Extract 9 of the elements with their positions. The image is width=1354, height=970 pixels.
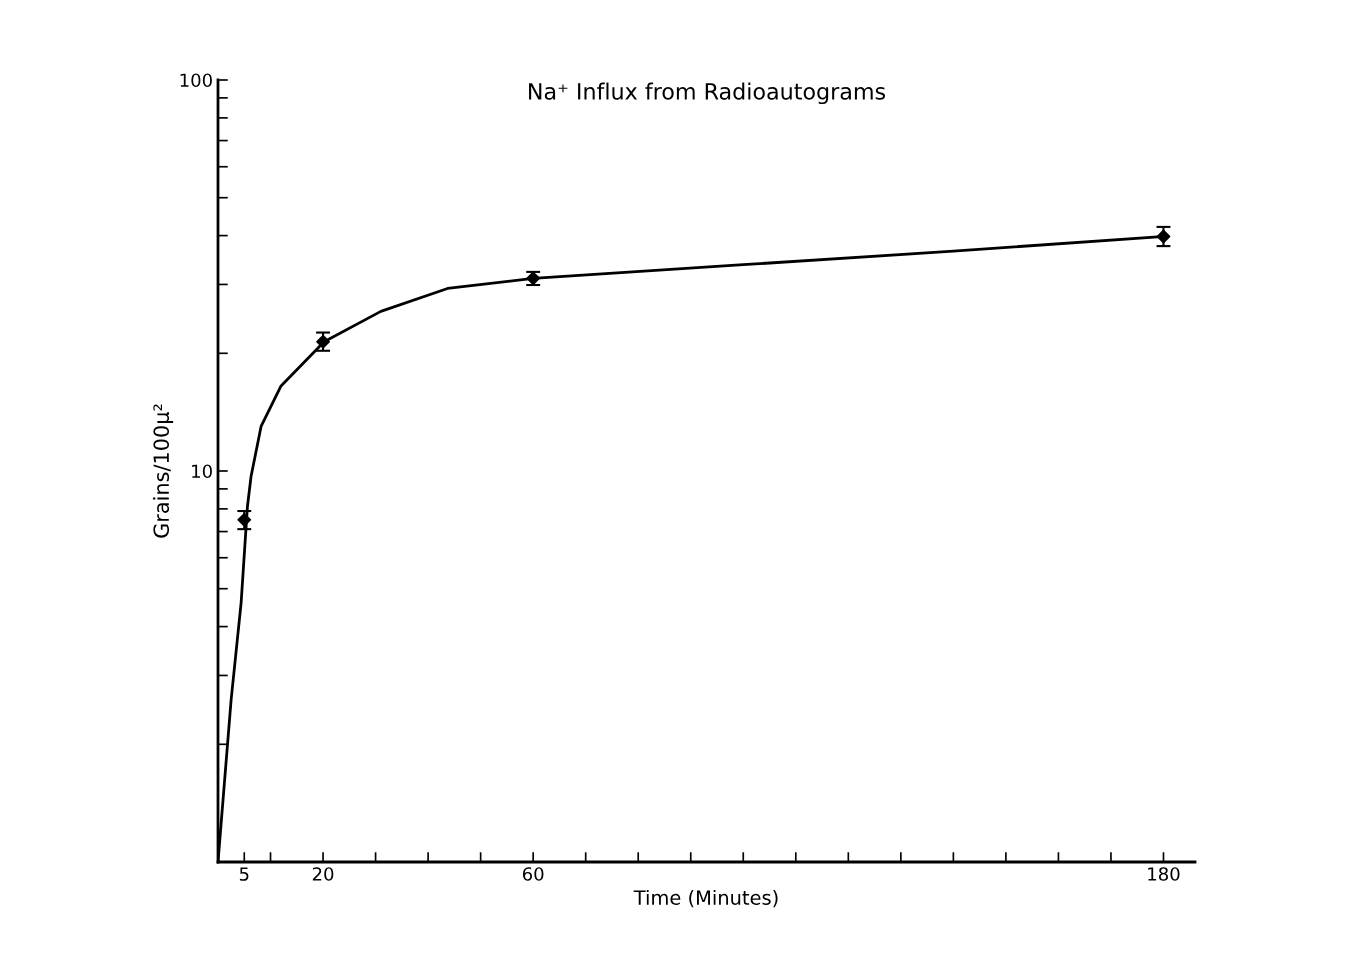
y-tick-label: 100 (180, 73, 212, 88)
y-tick-label: 10 (192, 464, 212, 479)
chart-title: Na⁺ Influx from Radioautograms (529, 82, 886, 105)
y-axis-title: Grains/100μ² (152, 404, 174, 538)
x-tick-label: 5 (239, 867, 249, 881)
x-tick-label: 20 (312, 867, 334, 881)
x-axis-title: Time (Minutes) (633, 889, 778, 908)
x-tick-label: 180 (1148, 867, 1180, 881)
x-tick-label: 60 (522, 867, 544, 881)
